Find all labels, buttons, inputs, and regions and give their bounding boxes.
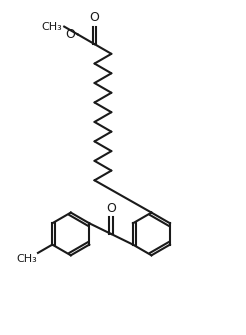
Text: O: O xyxy=(106,202,116,215)
Text: O: O xyxy=(90,11,99,24)
Text: O: O xyxy=(65,28,75,41)
Text: CH₃: CH₃ xyxy=(16,254,37,264)
Text: CH₃: CH₃ xyxy=(41,21,62,31)
